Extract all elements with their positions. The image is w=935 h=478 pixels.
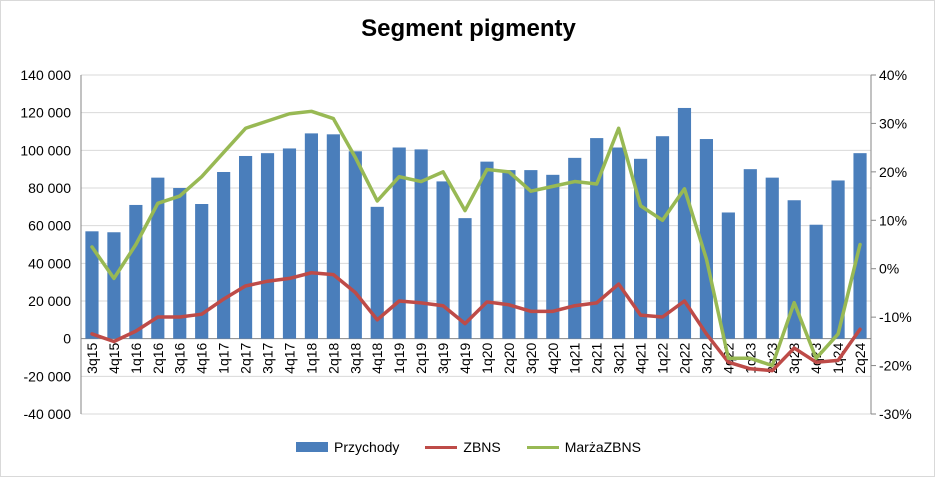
bar-przychody <box>480 161 494 339</box>
x-tick-label: 3q18 <box>347 342 363 373</box>
x-tick-label: 1q17 <box>216 342 232 373</box>
y-right-tick-label: 0% <box>879 261 899 277</box>
y-left-tick-label: 40 000 <box>28 255 71 271</box>
x-tick-label: 4q19 <box>457 342 473 373</box>
bar-przychody <box>677 107 692 339</box>
x-tick-label: 2q22 <box>676 342 692 373</box>
x-tick-label: 2q21 <box>589 342 605 373</box>
bar-przychody <box>260 153 275 339</box>
bar-przychody <box>239 155 253 339</box>
x-tick-label: 2q16 <box>150 342 166 373</box>
bar-przychody <box>831 180 845 339</box>
chart-legend: Przychody ZBNS MarżaZBNS <box>1 439 935 455</box>
bar-przychody <box>151 177 165 339</box>
x-tick-label: 2q17 <box>238 342 254 373</box>
y-right-tick-label: 30% <box>879 115 907 131</box>
legend-label-przychody: Przychody <box>334 439 400 455</box>
bar-przychody <box>765 177 779 339</box>
x-tick-label: 4q20 <box>545 342 561 373</box>
bar-przychody <box>326 134 340 339</box>
bar-przychody <box>634 158 648 339</box>
x-tick-label: 3q16 <box>172 342 188 373</box>
line-marza-zbns <box>90 109 862 368</box>
bar-przychody <box>282 148 297 339</box>
bar-przychody <box>348 151 362 339</box>
bar-przychody <box>568 157 582 339</box>
bar-przychody <box>392 147 406 339</box>
x-tick-label: 4q16 <box>194 342 210 373</box>
x-tick-label: 1q19 <box>391 342 407 373</box>
y-left-tick-label: -40 000 <box>24 406 72 422</box>
bar-przychody <box>546 174 560 339</box>
legend-item-marza: MarżaZBNS <box>526 439 641 455</box>
bar-przychody <box>304 133 318 339</box>
bar-przychody <box>129 204 143 339</box>
y-left-tick-label: 20 000 <box>28 293 71 309</box>
bar-przychody <box>436 181 450 339</box>
x-tick-label: 1q20 <box>479 342 495 373</box>
x-tick-label: 3q21 <box>611 342 627 373</box>
x-tick-label: 2q19 <box>413 342 429 373</box>
legend-item-przychody: Przychody <box>296 439 399 455</box>
legend-swatch-przychody <box>296 442 329 452</box>
x-tick-label: 1q22 <box>655 342 671 373</box>
y-right-tick-label: -30% <box>879 406 912 422</box>
y-left-tick-label: 60 000 <box>28 218 71 234</box>
y-right-tick-label: 40% <box>879 67 907 83</box>
x-tick-label: 4q21 <box>633 342 649 373</box>
y-left-tick-label: 120 000 <box>20 105 71 121</box>
y-left-tick-label: -20 000 <box>24 368 72 384</box>
legend-item-zbns: ZBNS <box>425 439 501 455</box>
bar-przychody <box>414 149 428 339</box>
y-right-tick-label: -10% <box>879 309 912 325</box>
y-left-tick-label: 140 000 <box>20 67 71 83</box>
bar-przychody <box>612 147 626 339</box>
legend-label-marza: MarżaZBNS <box>564 439 641 455</box>
x-tick-label: 2q20 <box>501 342 517 373</box>
y-left-tick-label: 80 000 <box>28 180 71 196</box>
y-left-tick-label: 0 <box>63 331 71 347</box>
bar-przychody <box>721 212 735 339</box>
x-tick-label: 3q22 <box>698 342 714 373</box>
line-zbns <box>90 271 862 373</box>
bar-przychody <box>502 170 516 339</box>
x-tick-label: 3q20 <box>523 342 539 373</box>
bar-przychody <box>85 231 99 339</box>
bar-przychody <box>195 204 209 339</box>
legend-swatch-zbns <box>425 445 458 449</box>
legend-label-zbns: ZBNS <box>463 439 501 455</box>
x-tick-label: 3q19 <box>435 342 451 373</box>
bar-przychody <box>173 188 187 339</box>
bar-przychody <box>787 200 801 339</box>
x-tick-label: 1q18 <box>303 342 319 373</box>
chart-title: Segment pigmenty <box>361 15 576 42</box>
y-left-tick-label: 100 000 <box>20 142 71 158</box>
x-tick-label: 1q21 <box>567 342 583 373</box>
bar-przychody <box>655 136 670 339</box>
bar-przychody <box>458 218 472 339</box>
bar-przychody <box>370 206 384 339</box>
x-tick-label: 3q15 <box>84 342 100 373</box>
x-tick-label: 1q16 <box>128 342 144 373</box>
bar-przychody <box>743 169 757 339</box>
bar-przychody <box>107 232 121 339</box>
legend-swatch-marza <box>526 445 559 449</box>
y-right-tick-label: 20% <box>879 164 907 180</box>
bar-przychody <box>809 224 823 339</box>
bar-przychody <box>590 138 604 339</box>
y-right-tick-label: -20% <box>879 358 912 374</box>
x-tick-label: 4q17 <box>281 342 297 373</box>
x-tick-label: 3q17 <box>260 342 276 373</box>
bar-przychody <box>699 139 713 339</box>
y-right-tick-label: 10% <box>879 212 907 228</box>
x-tick-label: 4q18 <box>369 342 385 373</box>
bar-przychody <box>217 171 231 339</box>
x-tick-label: 2q18 <box>325 342 341 373</box>
bar-przychody <box>524 170 538 339</box>
x-tick-label: 2q24 <box>852 342 868 373</box>
x-tick-label: 4q15 <box>106 342 122 373</box>
